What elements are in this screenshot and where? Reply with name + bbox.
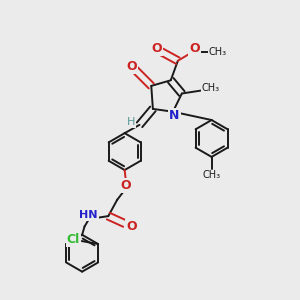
Text: CH₃: CH₃ [202,170,221,180]
Text: CH₃: CH₃ [202,82,220,93]
Text: O: O [126,220,136,233]
Text: O: O [152,42,162,56]
Text: HN: HN [79,211,98,220]
Text: O: O [189,42,200,56]
Text: CH₃: CH₃ [209,47,227,57]
Text: Cl: Cl [67,233,80,246]
Text: H: H [126,117,135,127]
Text: O: O [121,179,131,192]
Text: N: N [169,109,180,122]
Text: O: O [127,60,137,73]
